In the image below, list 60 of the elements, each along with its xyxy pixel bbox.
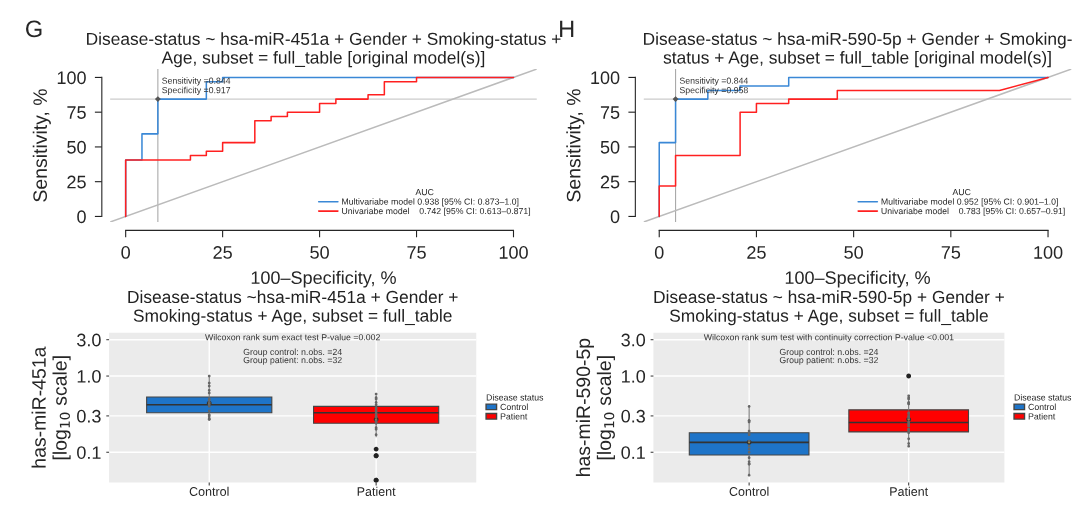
y-tick-label: 3.0 xyxy=(77,333,101,347)
x-tick-label: Patient xyxy=(357,486,396,496)
y-tick-label: 1.0 xyxy=(622,369,646,383)
x-axis-title: 100–Specificity, % xyxy=(785,270,930,288)
y-axis-title: has-miR-451a [log$_{10}$ scale] xyxy=(31,346,71,468)
legend-label: Patient xyxy=(500,413,528,420)
legend-label: Control xyxy=(500,403,528,411)
x-tick-label: Control xyxy=(189,486,229,496)
y-tick-label: 50 xyxy=(600,140,620,154)
x-tick-label: 100 xyxy=(499,246,528,259)
y-axis-title: Sensitivity, % xyxy=(566,89,585,202)
annotation: Group control: n.obs. =24 Group patient: n.obs. =32 xyxy=(779,348,879,365)
y-axis-title: has-miR-590-5p [log$_{10}$ scale] xyxy=(575,338,615,477)
y-tick-label: 25 xyxy=(67,175,86,189)
y-tick-label: 75 xyxy=(67,106,86,119)
y-tick-label: 50 xyxy=(67,140,86,154)
y-tick-label: 3.0 xyxy=(621,333,646,347)
x-tick-label: 0 xyxy=(654,246,664,259)
y-axis-title: Sensitivity, % xyxy=(32,89,51,202)
chart-title: Disease-status ~ hsa-miR-590-5p + Gender + Smoking- status + Age, subset = full_table [original model(s)] xyxy=(644,32,1072,68)
y-tick-label: 0 xyxy=(610,210,620,224)
x-tick-label: 50 xyxy=(844,246,863,259)
annotation: Wilcoxon rank sum exact test P-value =0.002 xyxy=(205,333,380,341)
y-tick-label: 0.1 xyxy=(621,446,645,459)
text: G xyxy=(26,20,42,38)
chart-title: Disease-status ~ hsa-miR-590-5p + Gender + Smoking-status + Age, subset = full_table xyxy=(654,290,1004,326)
annotation: Wilcoxon rank sum test with continuity correction P-value <0.001 xyxy=(703,333,954,343)
y-tick-label: 25 xyxy=(600,175,620,189)
y-tick-label: 0.3 xyxy=(77,409,101,423)
x-tick-label: 50 xyxy=(310,246,329,259)
y-tick-label: 100 xyxy=(591,71,620,85)
legend-label: Univariabe model 0.742 [95% CI: 0.613–0.871] xyxy=(342,207,531,216)
x-tick-label: Patient xyxy=(890,486,929,496)
legend-label: Multivariabe model 0.952 [95% CI: 0.901–1.0] xyxy=(881,198,1058,207)
y-tick-label: 0 xyxy=(77,210,86,224)
legend-title: AUC xyxy=(952,189,971,196)
x-tick-label: 25 xyxy=(213,246,232,259)
x-tick-label: 0 xyxy=(121,246,130,259)
x-tick-label: 75 xyxy=(407,246,426,259)
legend-label: Multivariabe model 0.938 [95% CI: 0.873–1.0] xyxy=(342,198,519,207)
legend-title: AUC xyxy=(415,189,434,196)
y-tick-label: 100 xyxy=(57,71,86,85)
x-tick-label: Control xyxy=(729,486,769,496)
y-tick-label: 0.1 xyxy=(77,446,101,459)
y-tick-label: 0.3 xyxy=(621,409,645,423)
legend-label: Patient xyxy=(1028,413,1056,420)
text: H xyxy=(560,20,574,37)
x-tick-label: 75 xyxy=(941,246,961,259)
y-tick-label: 75 xyxy=(600,106,620,119)
legend-label: Control xyxy=(1028,403,1056,411)
x-tick-label: 25 xyxy=(747,246,766,259)
y-tick-label: 1.0 xyxy=(77,369,101,383)
annotation: Group control: n.obs. =24 Group patient: n.obs. =32 xyxy=(243,348,342,365)
x-axis-title: 100–Specificity, % xyxy=(251,270,396,288)
chart-title: Disease-status ~ hsa-miR-451a + Gender + Smoking-status + Age, subset = full_table [original model(s)] xyxy=(87,32,561,68)
x-tick-label: 100 xyxy=(1034,246,1063,259)
legend-title: Disease status xyxy=(486,394,544,401)
legend-title: Disease status xyxy=(1014,394,1072,401)
chart-title: Disease-status ~hsa-miR-451a + Gender + Smoking-status + Age, subset = full_table xyxy=(128,290,458,326)
legend-label: Univariabe model 0.783 [95% CI: 0.657–0.91] xyxy=(881,207,1065,216)
